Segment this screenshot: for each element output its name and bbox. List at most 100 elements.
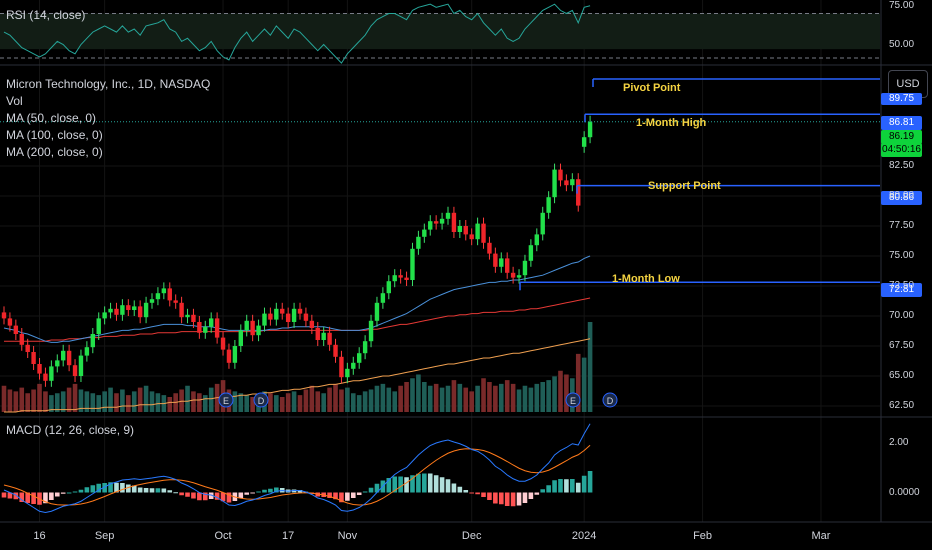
candle <box>137 300 143 324</box>
volume-bar <box>386 387 392 412</box>
volume-bar <box>78 389 84 412</box>
price-tick-label: 77.50 <box>889 220 915 231</box>
volume-bar <box>309 385 315 412</box>
macd-histogram-bar <box>333 492 338 500</box>
candle <box>564 174 569 192</box>
macd-histogram-bar <box>78 489 84 493</box>
volume-bar <box>356 395 362 412</box>
rsi-legend[interactable]: RSI (14, close) <box>6 8 86 22</box>
candle <box>126 299 131 316</box>
candle <box>84 341 90 362</box>
volume-bar <box>191 391 196 412</box>
candle <box>321 326 326 346</box>
macd-histogram-bar <box>274 487 279 493</box>
volume-bar <box>498 383 504 412</box>
volume-bar <box>362 391 368 412</box>
candle <box>499 252 504 273</box>
macd-histogram-bar <box>350 492 356 498</box>
volume-bar <box>398 385 403 412</box>
candle <box>540 206 545 241</box>
volume-bar <box>72 383 78 412</box>
ma200-legend[interactable]: MA (200, close, 0) <box>6 145 103 159</box>
macd-histogram-bar <box>528 492 534 499</box>
macd-histogram-bar <box>362 491 368 493</box>
time-tick-label: Nov <box>337 530 358 542</box>
candle <box>31 346 36 370</box>
candle <box>528 239 534 267</box>
volume-bar <box>510 383 516 412</box>
volume-bar <box>238 393 244 412</box>
macd-histogram-bar <box>410 475 415 493</box>
price-tick-label: 65.00 <box>889 370 915 381</box>
candle <box>226 343 232 369</box>
candle <box>327 326 332 351</box>
volume-bar <box>137 387 143 412</box>
macd-histogram-bar <box>374 483 380 493</box>
ma100-legend[interactable]: MA (100, close, 0) <box>6 128 103 142</box>
candle <box>315 322 320 346</box>
macd-histogram-bar <box>202 492 208 501</box>
macd-histogram-bar <box>422 473 427 493</box>
macd-histogram-bar <box>131 485 137 493</box>
candle <box>362 335 368 360</box>
volume-bar <box>339 389 344 412</box>
candle <box>475 217 480 246</box>
symbol-title[interactable]: Micron Technology, Inc., 1D, NASDAQ <box>6 77 211 91</box>
macd-line <box>3 423 591 514</box>
candle <box>351 356 356 375</box>
macd-histogram-bar <box>540 489 546 493</box>
macd-histogram-bar <box>13 492 19 500</box>
macd-legend[interactable]: MACD (12, 26, close, 9) <box>6 423 135 437</box>
candle <box>558 163 563 187</box>
price-tick-label: 62.50 <box>889 400 915 411</box>
candle <box>374 296 380 327</box>
volume-bar <box>149 391 155 412</box>
macd-histogram-bar <box>114 482 119 493</box>
rsi-tick-label: 75.00 <box>889 0 915 11</box>
ma100-line <box>4 297 591 342</box>
candle <box>120 299 125 321</box>
candle <box>516 269 522 284</box>
candle <box>368 314 374 348</box>
volume-bar <box>422 382 427 412</box>
ma50-legend[interactable]: MA (50, close, 0) <box>6 111 97 125</box>
volume-bar <box>244 395 250 412</box>
candle <box>505 252 510 279</box>
volume-bar <box>155 393 161 412</box>
volume-bar <box>457 383 463 412</box>
volume-bar <box>197 393 202 412</box>
volume-bar <box>232 391 238 412</box>
main-legend: Micron Technology, Inc., 1D, NASDAQ Vol … <box>6 76 210 161</box>
macd-histogram-bar <box>167 490 173 493</box>
volume-bar <box>516 389 522 412</box>
volume-bar <box>279 397 285 412</box>
candle <box>268 307 273 326</box>
candle <box>102 306 107 325</box>
volume-bar <box>268 393 273 412</box>
macd-histogram-bar <box>451 483 457 493</box>
volume-bar <box>481 378 486 412</box>
price-tick-label: 70.00 <box>889 310 915 321</box>
candle <box>339 350 344 384</box>
candle <box>410 242 415 286</box>
time-tick-label: Oct <box>214 530 232 542</box>
time-tick-label: 16 <box>33 530 46 542</box>
volume-bars <box>1 322 593 412</box>
candle <box>345 362 350 384</box>
volume-legend[interactable]: Vol <box>6 94 23 108</box>
candle <box>398 269 403 284</box>
volume-bar <box>427 385 433 412</box>
macd-histogram-bar <box>54 492 60 497</box>
candle <box>256 319 261 342</box>
volume-bar <box>350 393 356 412</box>
volume-bar <box>102 391 107 412</box>
volume-bar <box>345 387 350 412</box>
volume-bar <box>208 387 214 412</box>
candle <box>149 293 155 309</box>
volume-bar <box>546 380 551 412</box>
macd-histogram-bar <box>575 482 581 493</box>
price-tag-pivot: 89.75 <box>881 93 922 105</box>
pane-separators <box>0 0 932 523</box>
time-tick-label: 17 <box>282 530 295 542</box>
